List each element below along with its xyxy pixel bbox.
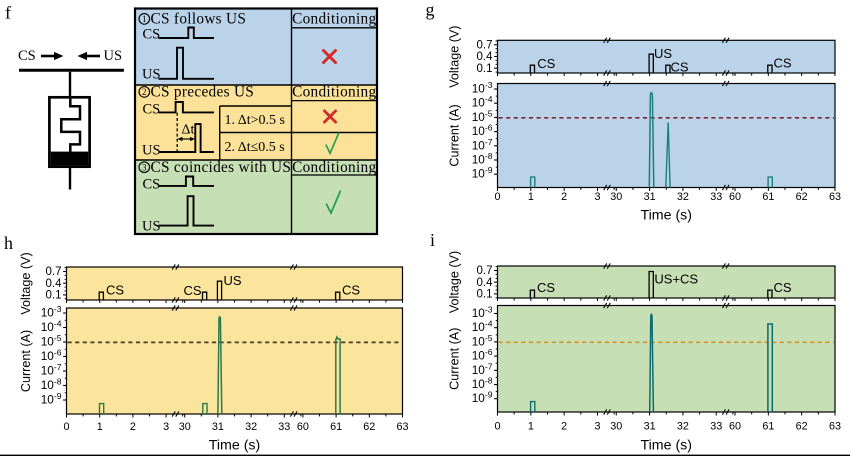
svg-text:CS: CS — [342, 283, 360, 298]
svg-text:Conditioning: Conditioning — [292, 159, 376, 176]
svg-text:f: f — [5, 3, 11, 23]
svg-text:2: 2 — [561, 191, 567, 203]
svg-text:CS: CS — [18, 48, 36, 64]
svg-text:0.1: 0.1 — [477, 63, 493, 75]
svg-text:g: g — [426, 0, 435, 20]
svg-text:Voltage (V): Voltage (V) — [19, 252, 33, 314]
svg-text:0: 0 — [494, 421, 500, 433]
svg-text:33: 33 — [278, 421, 290, 433]
svg-text:1: 1 — [528, 421, 534, 433]
svg-text:CS: CS — [143, 102, 161, 118]
svg-text:CS: CS — [774, 280, 792, 295]
svg-text:US: US — [104, 48, 123, 64]
svg-text:3: 3 — [142, 162, 147, 172]
svg-text:CS: CS — [143, 27, 161, 43]
svg-text:33: 33 — [710, 191, 722, 203]
svg-text:0: 0 — [63, 421, 69, 433]
svg-text:0.1: 0.1 — [46, 290, 62, 302]
svg-text:Time (s): Time (s) — [209, 438, 261, 454]
svg-text:0.7: 0.7 — [46, 266, 62, 278]
svg-text:Current (A): Current (A) — [448, 104, 462, 166]
svg-text:60: 60 — [297, 421, 309, 433]
svg-text:1: 1 — [528, 191, 534, 203]
svg-text:30: 30 — [179, 421, 191, 433]
svg-text:CS: CS — [106, 283, 124, 298]
svg-text:Current (A): Current (A) — [448, 328, 462, 390]
svg-text:63: 63 — [396, 421, 408, 433]
svg-text:Conditioning: Conditioning — [292, 84, 376, 101]
svg-text:Voltage (V): Voltage (V) — [448, 25, 462, 87]
svg-text:2: 2 — [130, 421, 136, 433]
svg-text:1. Δt>0.5 s: 1. Δt>0.5 s — [225, 113, 285, 128]
svg-text:30: 30 — [610, 191, 622, 203]
svg-text:3: 3 — [594, 421, 600, 433]
svg-text:h: h — [4, 233, 13, 253]
svg-text:32: 32 — [677, 421, 689, 433]
svg-text:CS coincides with US: CS coincides with US — [151, 159, 292, 176]
svg-text:31: 31 — [212, 421, 224, 433]
svg-text:Δt: Δt — [182, 123, 195, 138]
svg-text:Time (s): Time (s) — [641, 208, 693, 224]
svg-text:US: US — [142, 219, 161, 235]
svg-text:CS precedes US: CS precedes US — [151, 84, 255, 101]
svg-text:Voltage (V): Voltage (V) — [448, 251, 462, 313]
svg-text:0.7: 0.7 — [477, 265, 493, 277]
svg-text:3: 3 — [594, 191, 600, 203]
svg-text:63: 63 — [829, 421, 841, 433]
svg-text:1: 1 — [142, 14, 147, 24]
svg-text:62: 62 — [363, 421, 375, 433]
svg-text:0.4: 0.4 — [46, 278, 63, 290]
svg-text:2: 2 — [142, 87, 147, 97]
svg-text:US: US — [142, 66, 161, 82]
svg-text:63: 63 — [829, 191, 841, 203]
svg-text:0.7: 0.7 — [477, 39, 493, 51]
svg-text:1: 1 — [97, 421, 103, 433]
svg-text:US+CS: US+CS — [654, 272, 698, 287]
svg-text:31: 31 — [644, 191, 656, 203]
svg-text:2. Δt≤0.5 s: 2. Δt≤0.5 s — [225, 140, 285, 155]
svg-text:0: 0 — [494, 191, 500, 203]
svg-text:CS: CS — [774, 56, 792, 71]
svg-text:2: 2 — [561, 421, 567, 433]
svg-text:61: 61 — [330, 421, 342, 433]
svg-text:CS: CS — [183, 283, 201, 298]
svg-text:Conditioning: Conditioning — [292, 11, 376, 28]
svg-text:32: 32 — [677, 191, 689, 203]
svg-text:62: 62 — [796, 421, 808, 433]
svg-text:0.1: 0.1 — [477, 289, 493, 301]
svg-text:CS: CS — [671, 60, 689, 75]
svg-text:CS follows US: CS follows US — [151, 11, 247, 28]
svg-text:61: 61 — [762, 191, 774, 203]
svg-text:i: i — [430, 230, 435, 250]
svg-text:Current (A): Current (A) — [19, 330, 33, 392]
svg-text:CS: CS — [537, 280, 555, 295]
svg-text:CS: CS — [537, 56, 555, 71]
svg-text:30: 30 — [610, 421, 622, 433]
svg-text:CS: CS — [143, 177, 161, 193]
svg-text:62: 62 — [796, 191, 808, 203]
svg-text:60: 60 — [729, 421, 741, 433]
svg-text:31: 31 — [644, 421, 656, 433]
svg-text:US: US — [224, 273, 242, 288]
svg-text:US: US — [654, 46, 672, 61]
svg-text:60: 60 — [729, 191, 741, 203]
svg-text:33: 33 — [710, 421, 722, 433]
svg-text:3: 3 — [163, 421, 169, 433]
svg-text:61: 61 — [762, 421, 774, 433]
svg-text:0.4: 0.4 — [477, 277, 494, 289]
svg-text:US: US — [142, 143, 161, 159]
svg-text:0.4: 0.4 — [477, 51, 494, 63]
svg-text:Time (s): Time (s) — [641, 438, 693, 454]
svg-text:32: 32 — [245, 421, 257, 433]
